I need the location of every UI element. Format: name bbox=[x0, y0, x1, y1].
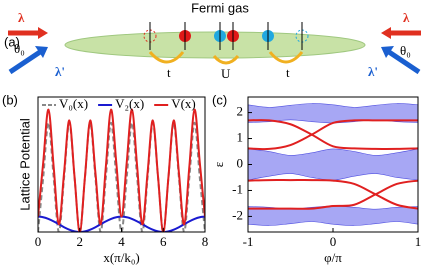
y-tick-label: -2 bbox=[232, 207, 243, 222]
plot-frame bbox=[37, 96, 206, 233]
x-tick-label: 1 bbox=[415, 234, 422, 249]
angle-label: θ₀ bbox=[14, 41, 25, 56]
y-tick-label: 0 bbox=[237, 155, 244, 170]
x-tick-label: 8 bbox=[202, 234, 209, 249]
energy-band bbox=[248, 148, 418, 181]
y-tick-label: -1 bbox=[232, 181, 243, 196]
panel: 0 2 4 6 8 (b) x(π/k₀) Lattice Potential V₀(x) V₂(… bbox=[2, 92, 208, 265]
legend-label: V₂(x) bbox=[115, 96, 144, 111]
hop-arrow bbox=[148, 50, 185, 64]
beam-arrow-head bbox=[38, 27, 48, 39]
beam-label: λ bbox=[18, 10, 25, 25]
legend-label: V(x) bbox=[171, 96, 196, 111]
angle-label: θ₀ bbox=[400, 43, 411, 58]
x-axis-label: φ/π bbox=[324, 250, 342, 265]
y-tick-label: 2 bbox=[237, 104, 244, 119]
x-axis-label: x(π/k₀) bbox=[103, 250, 139, 265]
y-axis-label: ε bbox=[211, 161, 226, 167]
beam-arrow-head bbox=[381, 46, 394, 58]
edge-state bbox=[248, 179, 418, 210]
beam-arrow-head bbox=[381, 27, 391, 39]
spin-arrows bbox=[149, 22, 303, 50]
beam-arrow bbox=[387, 49, 421, 75]
panel-a: (a) Fermi gas λ λ λ' λ' θ₀ θ₀ t U t bbox=[4, 0, 421, 81]
energy-band bbox=[248, 103, 418, 124]
x-tick-label: 2 bbox=[77, 234, 84, 249]
interaction-label: U bbox=[221, 66, 231, 81]
hop-arrow bbox=[268, 51, 304, 64]
beam-label: λ bbox=[403, 10, 410, 25]
edge-state bbox=[248, 119, 418, 150]
y-tick-label: 1 bbox=[237, 130, 244, 145]
plot-area bbox=[248, 103, 418, 226]
x-tick-label: 0 bbox=[35, 234, 42, 249]
beam-arrow bbox=[8, 49, 42, 75]
plot-area bbox=[38, 108, 205, 232]
beam-label: λ' bbox=[55, 64, 65, 79]
x-tick-label: 0 bbox=[330, 234, 337, 249]
hop-label: t bbox=[286, 65, 290, 80]
x-tick-label: -1 bbox=[243, 234, 254, 249]
interaction-arrow bbox=[212, 54, 240, 65]
edge-state bbox=[248, 179, 418, 210]
beam-label: λ' bbox=[368, 64, 378, 79]
edge-state bbox=[248, 119, 418, 151]
y-axis-label: Lattice Potential bbox=[17, 118, 32, 211]
panel-label: (c) bbox=[212, 92, 227, 107]
diagram-title: Fermi gas bbox=[191, 0, 249, 15]
potential-line bbox=[38, 108, 205, 232]
hop-label: t bbox=[167, 65, 171, 80]
x-tick-label: 4 bbox=[118, 234, 125, 249]
panel-label: (b) bbox=[2, 92, 18, 107]
x-tick-label: 6 bbox=[160, 234, 167, 249]
panel-label: (a) bbox=[4, 34, 20, 49]
legend-label: V₀(x) bbox=[59, 96, 88, 111]
beam-arrow-head bbox=[35, 46, 48, 58]
